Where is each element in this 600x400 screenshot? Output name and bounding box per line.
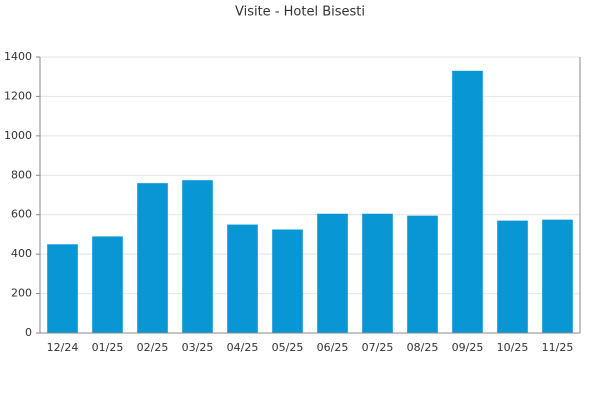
bar	[272, 229, 303, 333]
bar	[452, 70, 483, 334]
bar	[47, 244, 78, 333]
x-tick-label: 03/25	[182, 341, 214, 354]
bar	[92, 236, 123, 333]
y-tick-label: 600	[11, 208, 32, 221]
x-tick-label: 05/25	[272, 341, 304, 354]
bar	[407, 215, 438, 333]
bar	[182, 180, 213, 333]
x-tick-label: 08/25	[407, 341, 439, 354]
bar	[227, 224, 258, 333]
x-tick-label: 11/25	[542, 341, 574, 354]
y-tick-label: 200	[11, 287, 32, 300]
x-tick-label: 01/25	[92, 341, 124, 354]
bar	[362, 213, 393, 333]
bar	[317, 213, 348, 333]
x-tick-label: 10/25	[497, 341, 529, 354]
chart-title: Visite - Hotel Bisesti	[235, 5, 365, 20]
bar	[497, 220, 528, 333]
y-tick-label: 0	[25, 326, 32, 339]
bar	[542, 219, 573, 333]
y-tick-label: 400	[11, 247, 32, 260]
x-tick-label: 06/25	[317, 341, 349, 354]
x-tick-label: 09/25	[452, 341, 484, 354]
x-tick-label: 02/25	[137, 341, 169, 354]
y-tick-label: 800	[11, 168, 32, 181]
bar	[137, 183, 168, 333]
x-tick-label: 12/24	[47, 341, 79, 354]
y-tick-label: 1200	[4, 89, 32, 102]
x-tick-label: 07/25	[362, 341, 394, 354]
y-tick-label: 1000	[4, 129, 32, 142]
y-tick-label: 1400	[4, 50, 32, 63]
x-tick-label: 04/25	[227, 341, 259, 354]
